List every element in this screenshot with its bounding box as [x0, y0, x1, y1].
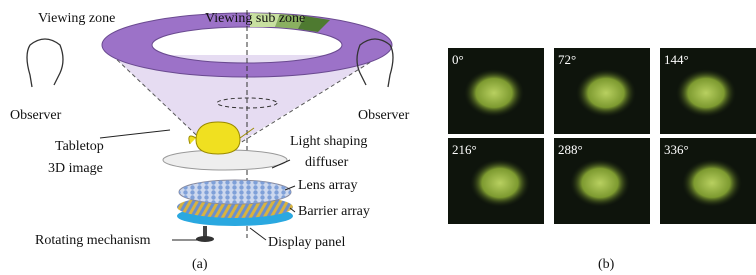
- label: diffuser: [305, 155, 349, 170]
- caption: (a): [192, 257, 208, 272]
- label: 3D image: [48, 161, 103, 176]
- lens-array-dots: [179, 180, 291, 204]
- label: Viewing zone: [38, 11, 115, 26]
- teapot-view: [570, 159, 630, 207]
- label: Viewing sub zone: [205, 11, 305, 26]
- panel-b: (b) 0° 72° 144° 216° 288° 336°: [448, 48, 756, 272]
- rotating-base: [196, 236, 214, 242]
- teapot-view: [576, 69, 636, 117]
- angle-label: 144°: [664, 52, 689, 67]
- angle-label: 336°: [664, 142, 689, 157]
- teapot-view: [470, 159, 530, 207]
- label: Observer: [358, 108, 410, 123]
- teapot-view: [676, 69, 736, 117]
- angle-label: 72°: [558, 52, 576, 67]
- angle-label: 216°: [452, 142, 477, 157]
- label: Display panel: [268, 235, 345, 250]
- label: Barrier array: [298, 204, 370, 219]
- angle-label: 0°: [452, 52, 464, 67]
- label: Lens array: [298, 178, 357, 193]
- observer-left-face: [27, 39, 63, 87]
- caption: (b): [598, 257, 615, 272]
- figure: Viewing zone Viewing sub zone Observer O…: [0, 0, 756, 275]
- angle-label: 288°: [558, 142, 583, 157]
- teapot-view: [464, 69, 524, 117]
- panel-a: Viewing zone Viewing sub zone Observer O…: [10, 10, 410, 272]
- teapot-view: [682, 159, 742, 207]
- label: Observer: [10, 108, 62, 123]
- label: Tabletop: [55, 139, 104, 154]
- label: Light shaping: [290, 134, 367, 149]
- label: Rotating mechanism: [35, 233, 151, 248]
